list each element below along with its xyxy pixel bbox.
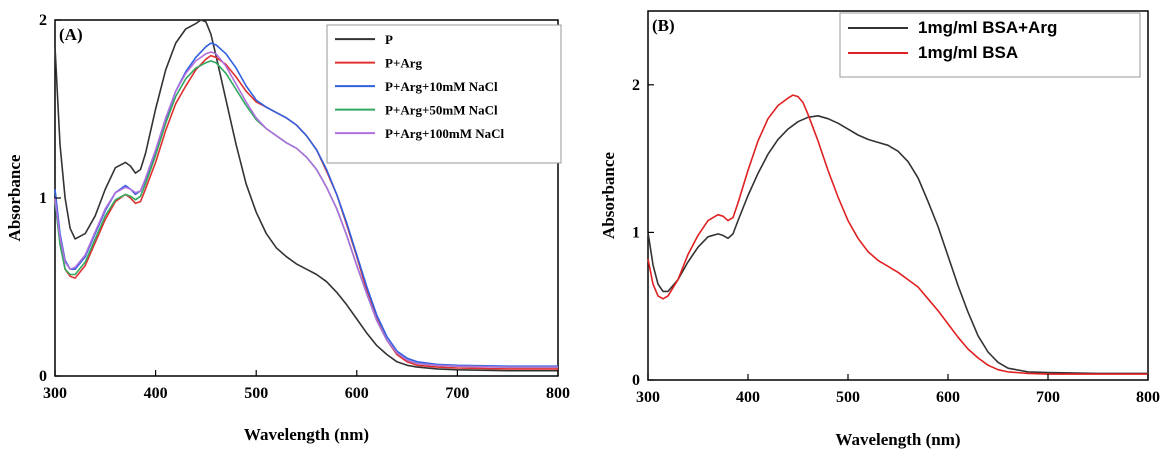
x-tick-label: 700 [445, 385, 469, 402]
legend-label: P+Arg+100mM NaCl [385, 126, 505, 141]
panel-label: (B) [652, 16, 675, 35]
plot-frame [647, 10, 1149, 381]
x-tick-label: 800 [546, 385, 570, 402]
series-line-2 [647, 94, 1148, 375]
series-line-1 [647, 115, 1148, 375]
x-axis-title: Wavelength (nm) [244, 425, 369, 444]
legend-label: 1mg/ml BSA [918, 43, 1018, 62]
series-line-5 [54, 51, 558, 368]
y-tick-label: 1 [39, 190, 47, 207]
y-tick-label: 0 [632, 372, 640, 389]
legend-label: P+Arg [385, 56, 423, 71]
legend-box [326, 24, 562, 164]
y-axis-title: Absorbance [5, 154, 24, 241]
panel-label: (A) [59, 25, 83, 44]
series-line-1 [54, 19, 558, 372]
legend-label: P [385, 32, 393, 47]
x-tick-label: 500 [244, 385, 268, 402]
x-tick-label: 800 [1136, 389, 1160, 406]
x-tick-label: 700 [1036, 389, 1060, 406]
y-tick-label: 0 [39, 368, 47, 385]
x-tick-label: 600 [345, 385, 369, 402]
y-tick-label: 2 [39, 12, 47, 29]
y-axis-title: Absorbance [600, 152, 618, 239]
chart-panel-b: 300 400 500 600 700 800 0 1 2 Wavelength (nm) Abso… [600, 10, 1160, 449]
chart-panel-a: 300 400 500 600 700 800 0 1 2 Wavelength (nm) Abso… [5, 12, 570, 444]
x-tick-label: 400 [736, 389, 760, 406]
y-tick-label: 2 [632, 77, 640, 94]
x-axis-title: Wavelength (nm) [835, 430, 960, 449]
x-tick-label: 300 [636, 389, 660, 406]
x-tick-label: 300 [43, 385, 67, 402]
legend: 1mg/ml BSA+Arg 1mg/ml BSA [839, 12, 1141, 78]
x-tick-label: 400 [144, 385, 168, 402]
legend-box [839, 12, 1141, 78]
y-tick-label: 1 [632, 224, 640, 241]
legend-label: P+Arg+50mM NaCl [385, 103, 498, 118]
x-tick-label: 500 [836, 389, 860, 406]
legend-label: P+Arg+10mM NaCl [385, 79, 498, 94]
legend-label: 1mg/ml BSA+Arg [918, 18, 1057, 37]
legend: P P+Arg P+Arg+10mM NaCl P+Arg+50mM NaCl P+Ar… [326, 24, 562, 164]
x-tick-label: 600 [936, 389, 960, 406]
